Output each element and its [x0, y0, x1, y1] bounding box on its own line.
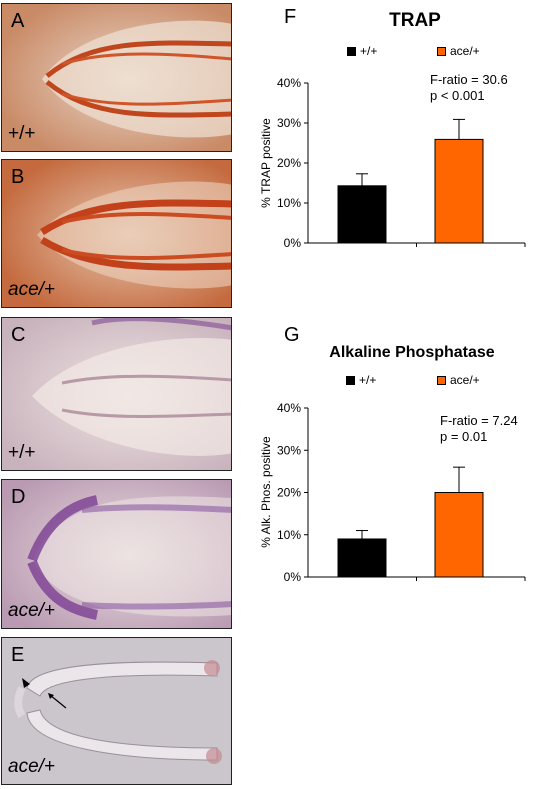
genotype-label-c: +/+	[8, 442, 36, 463]
bar-ace	[434, 138, 484, 244]
photo-panel-e: E ace/+	[1, 637, 232, 785]
skull-image-c	[2, 318, 231, 470]
y-tick-label: 10%	[277, 196, 301, 210]
panel-letter-f: F	[284, 6, 297, 28]
y-tick-label: 20%	[277, 486, 301, 500]
legend-label: ace/+	[450, 373, 480, 387]
stat-annotation-f: F-ratio = 30.6 p < 0.001	[430, 72, 508, 104]
skull-image-b	[2, 160, 231, 307]
skull-image-a	[2, 4, 231, 151]
legend-swatch-orange	[437, 46, 446, 56]
genotype-label-d: ace/+	[8, 600, 56, 621]
p-value-text: p = 0.01	[440, 429, 488, 444]
photo-panel-c: C +/+	[1, 317, 232, 471]
chart-title-g: Alkaline Phosphatase	[329, 344, 495, 361]
legend-item-g-1: ace/+	[437, 373, 480, 387]
legend-swatch-black	[347, 46, 356, 56]
genotype-label-e: ace/+	[8, 756, 56, 777]
photo-panel-a: A +/+	[1, 3, 232, 152]
legend-label: ace/+	[450, 44, 480, 58]
bar-ace	[434, 492, 484, 578]
f-ratio-text: F-ratio = 7.24	[440, 413, 518, 428]
genotype-label-b: ace/+	[8, 279, 56, 300]
y-tick-label: 30%	[277, 443, 301, 457]
bar-wildtype	[337, 538, 387, 578]
photo-panel-d: D ace/+	[1, 479, 232, 629]
panel-letter-b: B	[11, 166, 25, 188]
y-tick-label: 0%	[284, 236, 302, 250]
p-value-text: p < 0.001	[430, 88, 485, 103]
stat-annotation-g: F-ratio = 7.24 p = 0.01	[440, 413, 518, 445]
legend-item-f-0: +/+	[347, 44, 377, 58]
legend-item-f-1: ace/+	[437, 44, 480, 58]
y-tick-label: 20%	[277, 156, 301, 170]
y-tick-label: 40%	[277, 401, 301, 415]
legend-swatch-orange	[437, 375, 446, 385]
bar-wildtype	[337, 185, 387, 244]
f-ratio-text: F-ratio = 30.6	[430, 72, 508, 87]
y-tick-label: 30%	[277, 116, 301, 130]
chart-title-f: TRAP	[389, 10, 441, 31]
legend-label: +/+	[360, 44, 378, 58]
genotype-label-a: +/+	[8, 123, 36, 144]
y-axis-label: % Alk. Phos. positive	[259, 436, 273, 548]
panel-letter-c: C	[11, 324, 26, 346]
arrowhead-marker	[22, 678, 30, 688]
legend-label: +/+	[359, 373, 377, 387]
y-tick-label: 40%	[277, 76, 301, 90]
panel-letter-a: A	[11, 10, 25, 32]
skull-image-d	[2, 480, 231, 628]
panel-letter-d: D	[11, 486, 26, 508]
arrow-marker	[49, 694, 67, 709]
y-tick-label: 0%	[284, 570, 302, 584]
legend-swatch-black	[346, 375, 355, 385]
photo-panel-b: B ace/+	[1, 159, 232, 308]
panel-letter-e: E	[11, 644, 25, 666]
jaw-image-e	[2, 638, 231, 784]
panel-letter-g: G	[284, 324, 300, 346]
y-axis-label: % TRAP positive	[259, 118, 273, 208]
legend-item-g-0: +/+	[346, 373, 376, 387]
y-tick-label: 10%	[277, 528, 301, 542]
